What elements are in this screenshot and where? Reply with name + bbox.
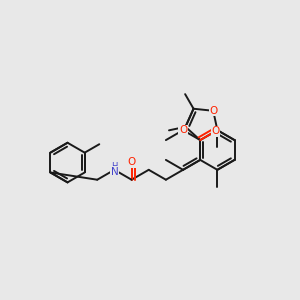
Text: N: N — [110, 167, 118, 177]
Text: H: H — [111, 165, 118, 174]
Text: O: O — [211, 126, 219, 136]
Text: O: O — [209, 106, 218, 116]
Text: O: O — [179, 125, 187, 135]
Text: H: H — [111, 162, 118, 171]
Text: O: O — [128, 157, 136, 167]
